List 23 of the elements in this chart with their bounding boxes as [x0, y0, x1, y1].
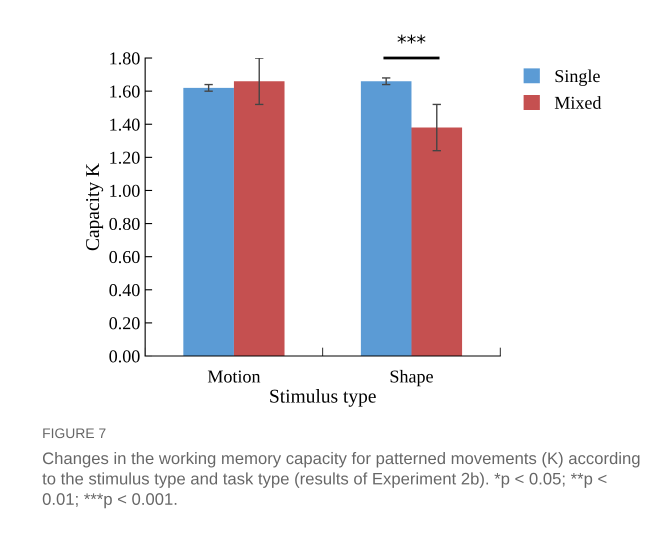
y-tick-label: 1.20 [110, 152, 140, 164]
x-tick-label: Shape [390, 370, 433, 386]
y-axis-title: Capacity K [86, 163, 104, 250]
y-tick-label: 1.80 [110, 52, 140, 65]
y-tick-label: 0.20 [109, 317, 140, 330]
legend-label: Mixed [554, 96, 602, 109]
legend-label: Single [556, 70, 600, 86]
text: Changes in the working memory capacity for patterned movements (K) according to the stimulus type and task type (results of Experiment 2b). *p < 0.05; **p < 0.01; ***p < 0.001. [42, 452, 640, 508]
bar [183, 88, 234, 356]
x-axis-title: Stimulus type [270, 389, 376, 407]
y-tick-label: 0.60 [109, 250, 140, 264]
y-tick-label: 1.40 [110, 118, 140, 131]
bar [234, 81, 285, 356]
bar [411, 128, 462, 356]
x-tick-label: Motion [208, 370, 260, 383]
y-tick-label: 0.40 [109, 284, 140, 296]
caption: FIGURE 7 [43, 428, 106, 438]
text: *** [397, 34, 426, 44]
y-tick-label: 0.00 [109, 350, 140, 363]
y-tick-label: 0.80 [109, 218, 140, 230]
bar [360, 81, 412, 356]
y-tick-label: 1.60 [110, 85, 140, 98]
y-tick-label: 1.00 [110, 184, 140, 197]
